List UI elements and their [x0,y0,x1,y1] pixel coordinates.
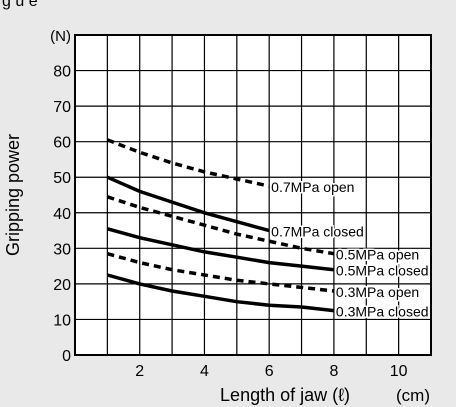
x-tick-label: 2 [135,363,144,380]
series-line [106,227,335,272]
y-tick-label: 60 [53,135,71,152]
x-axis-title: Length of jaw (ℓ) [220,385,350,405]
y-tick-label: 20 [53,277,71,294]
series-line [106,252,335,293]
y-tick-label: 50 [53,170,71,187]
series-label: 0.7MPa closed [271,224,364,240]
plot-area [75,35,431,355]
y-unit-label: (N) [50,28,71,45]
x-tick-label: 8 [329,363,338,380]
series-line [106,195,335,256]
x-tick-label: 6 [265,363,274,380]
x-tick-label: 10 [390,363,408,380]
y-tick-label: 30 [53,241,71,258]
series-line [106,273,335,313]
y-tick-label: 10 [53,312,71,329]
series-label: 0.7MPa open [271,179,354,195]
series-line [106,175,270,233]
y-tick-label: 80 [53,64,71,81]
series-label: 0.3MPa closed [336,304,429,320]
figure-label: g u e [2,0,38,10]
series-line [106,138,270,188]
series-label: 0.5MPa open [336,247,419,263]
series-label: 0.3MPa open [336,284,419,300]
x-tick-label: 4 [200,363,209,380]
y-tick-label: 70 [53,99,71,116]
x-unit-label: (cm) [396,386,430,405]
y-tick-label: 0 [62,348,71,365]
y-axis-title: Gripping power [3,134,23,256]
series-label: 0.5MPa closed [336,263,429,279]
y-tick-label: 40 [53,206,71,223]
plot-frame [74,34,432,356]
